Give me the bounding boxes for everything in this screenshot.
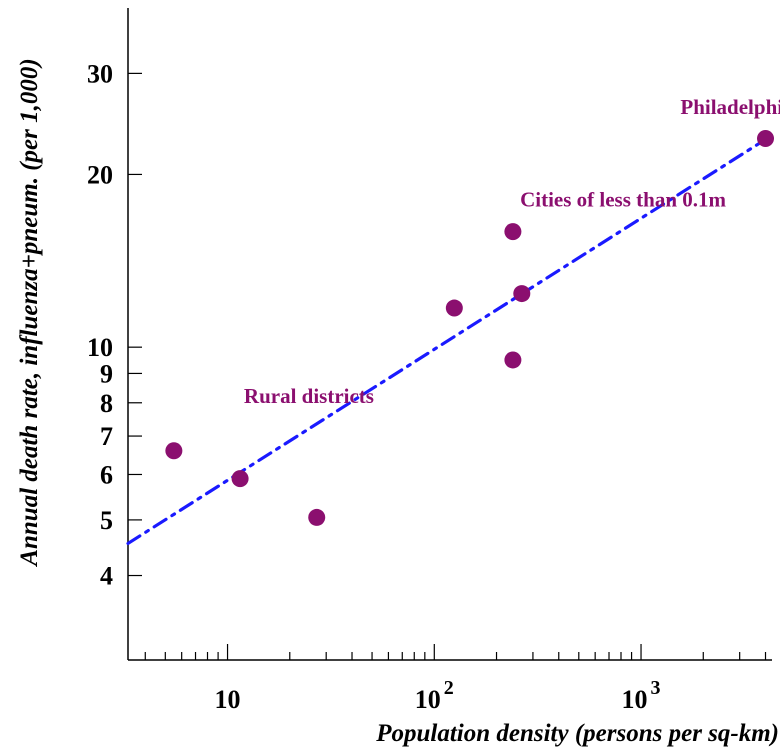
y-tick-label: 5: [100, 506, 113, 535]
x-tick-label: 10 2: [415, 677, 454, 714]
y-tick-label: 20: [87, 160, 113, 189]
data-point: [445, 299, 463, 317]
y-tick-label: 6: [100, 460, 113, 489]
y-tick-label: 10: [87, 333, 113, 362]
y-tick-label: 30: [87, 59, 113, 88]
y-tick-label: 4: [100, 562, 113, 591]
data-point: [308, 508, 326, 526]
annotation-label: Cities of less than 0.1m: [520, 187, 726, 211]
annotation-label: Philadelphia (1.5m): [680, 95, 780, 119]
data-point: [231, 470, 249, 488]
data-point: [757, 130, 775, 148]
data-point: [504, 351, 522, 369]
y-axis-title: Annual death rate, influenza+pneum. (per…: [16, 58, 43, 567]
axis-ticks: [128, 72, 767, 660]
y-tick-label: 9: [100, 359, 113, 388]
y-tick-label: 8: [100, 389, 113, 418]
y-tick-label: 7: [100, 422, 113, 451]
annotation-label: Rural districts: [244, 384, 374, 408]
x-axis-title: Population density (persons per sq-km): [375, 720, 779, 747]
data-point: [165, 442, 183, 460]
x-tick-label: 10: [215, 685, 241, 714]
plot-axes: [127, 8, 772, 661]
data-points: [165, 130, 775, 526]
data-point: [504, 223, 522, 241]
annotations: Philadelphia (1.5m) Cities of less than 0…: [244, 95, 780, 408]
data-point: [513, 285, 531, 303]
x-tick-label: 10 3: [622, 677, 661, 714]
